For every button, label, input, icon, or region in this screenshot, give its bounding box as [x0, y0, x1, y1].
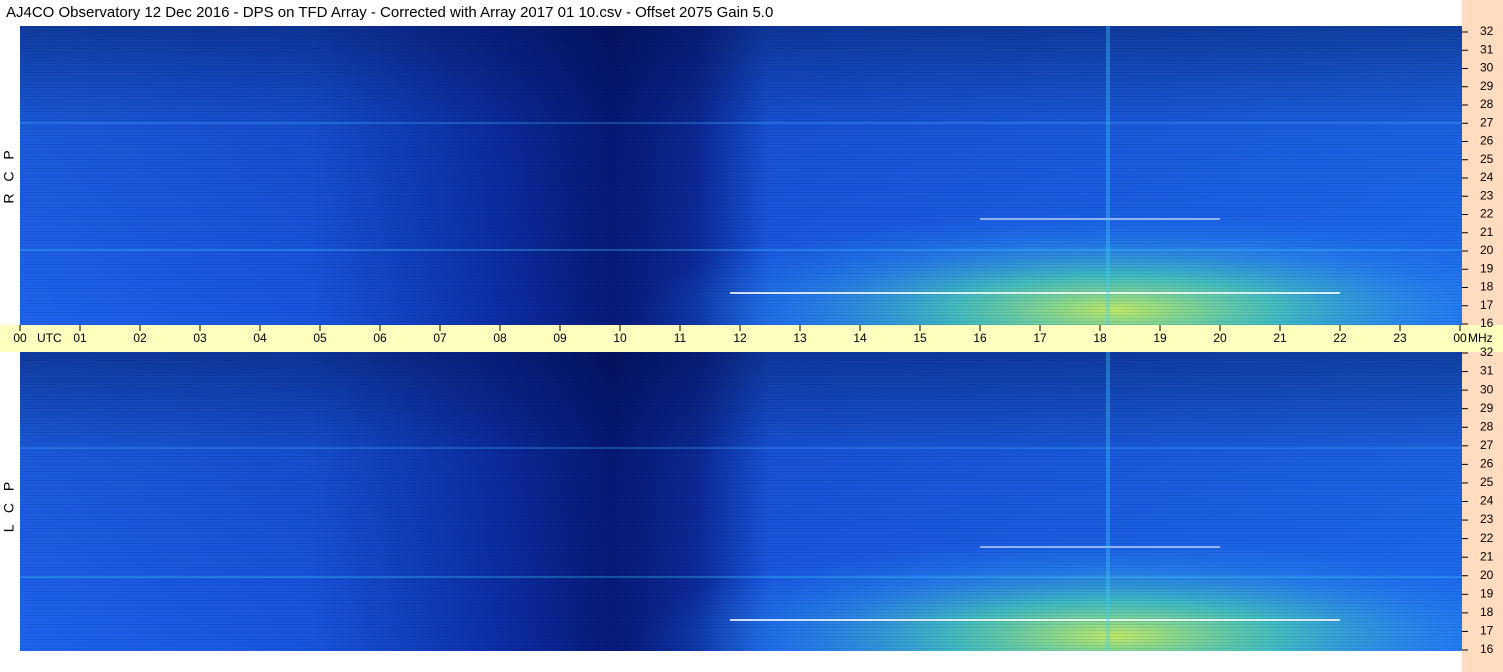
panel-rcp: R C P [1, 26, 1462, 325]
freq-label: 20 [1480, 568, 1494, 582]
time-label: 22 [1333, 331, 1347, 345]
time-label: 00 [13, 331, 27, 345]
freq-label: 27 [1480, 115, 1494, 129]
freq-label: 32 [1480, 24, 1494, 38]
time-axis-band [0, 325, 1503, 352]
title: AJ4CO Observatory 12 Dec 2016 - DPS on T… [6, 4, 773, 21]
time-label: 05 [313, 331, 327, 345]
freq-label: 19 [1480, 586, 1494, 600]
freq-label: 22 [1480, 207, 1494, 221]
freq-label: 29 [1480, 401, 1494, 415]
freq-label: 20 [1480, 243, 1494, 257]
freq-label: 18 [1480, 605, 1494, 619]
time-label: 10 [613, 331, 627, 345]
time-label: 16 [973, 331, 987, 345]
freq-label: 31 [1480, 364, 1494, 378]
freq-label: 18 [1480, 280, 1494, 294]
time-label: 17 [1033, 331, 1047, 345]
time-label: 23 [1393, 331, 1407, 345]
time-label: 11 [674, 331, 687, 345]
freq-unit: MHz [1468, 331, 1493, 345]
time-label: 14 [853, 331, 867, 345]
axes: 00 01 02 03 04 05 06 07 08 09 10 11 12 13 14 15 16 17 18 19… [13, 24, 1493, 656]
time-label: 13 [793, 331, 807, 345]
panel-label: R C P [1, 146, 17, 203]
time-label: 21 [1273, 331, 1287, 345]
freq-label: 28 [1480, 419, 1494, 433]
freq-label: 21 [1480, 549, 1494, 563]
time-label: 08 [493, 331, 507, 345]
time-unit: UTC [37, 331, 62, 345]
time-label: 12 [733, 331, 747, 345]
freq-label: 22 [1480, 531, 1494, 545]
freq-label: 23 [1480, 512, 1494, 526]
freq-label: 16 [1480, 642, 1494, 656]
freq-label: 31 [1480, 42, 1494, 56]
time-label: 02 [133, 331, 147, 345]
time-label: 03 [193, 331, 207, 345]
time-label: 00 [1453, 331, 1467, 345]
time-label: 09 [553, 331, 567, 345]
freq-label: 23 [1480, 188, 1494, 202]
freq-label: 21 [1480, 225, 1494, 239]
time-label: 18 [1093, 331, 1107, 345]
time-label: 19 [1153, 331, 1167, 345]
time-label: 15 [913, 331, 927, 345]
time-label: 04 [253, 331, 267, 345]
time-label: 07 [433, 331, 447, 345]
time-label: 20 [1213, 331, 1227, 345]
freq-label: 24 [1480, 170, 1494, 184]
freq-label: 26 [1480, 134, 1494, 148]
freq-label: 32 [1480, 345, 1494, 359]
time-label: 06 [373, 331, 387, 345]
freq-label: 26 [1480, 457, 1494, 471]
freq-label: 25 [1480, 475, 1494, 489]
freq-label: 16 [1480, 316, 1494, 330]
freq-label: 29 [1480, 79, 1494, 93]
freq-label: 25 [1480, 152, 1494, 166]
panel-lcp: L C P [1, 352, 1462, 651]
freq-label: 27 [1480, 438, 1494, 452]
panel-label: L C P [1, 478, 17, 533]
freq-label: 24 [1480, 494, 1494, 508]
freq-label: 30 [1480, 61, 1494, 75]
freq-label: 28 [1480, 97, 1494, 111]
freq-label: 19 [1480, 261, 1494, 275]
freq-label: 30 [1480, 382, 1494, 396]
time-label: 01 [73, 331, 87, 345]
freq-label: 17 [1480, 298, 1494, 312]
freq-label: 17 [1480, 624, 1494, 638]
